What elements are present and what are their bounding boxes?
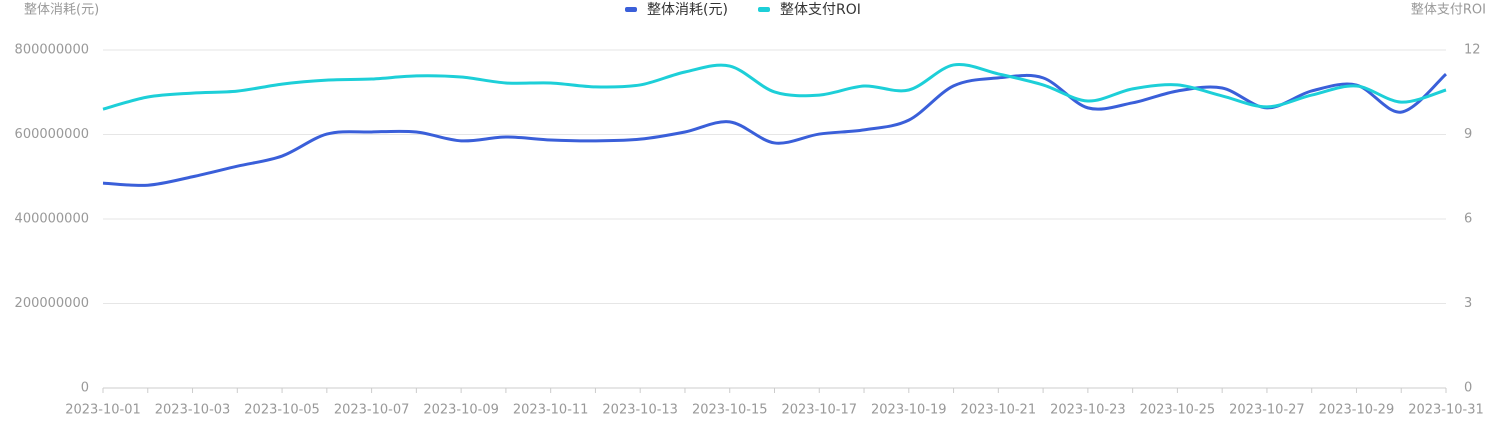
y2-tick-label: 6	[1464, 212, 1472, 227]
y2-tick-label: 0	[1464, 381, 1472, 396]
y2-tick-label: 12	[1464, 43, 1481, 58]
x-tick-label: 2023-10-25	[1140, 403, 1216, 418]
x-tick-label: 2023-10-31	[1408, 403, 1484, 418]
x-tick-label: 2023-10-09	[423, 403, 499, 418]
y2-tick-label: 9	[1464, 127, 1472, 142]
x-tick-label: 2023-10-03	[155, 403, 231, 418]
x-tick-label: 2023-10-27	[1229, 403, 1305, 418]
y2-tick-label: 3	[1464, 296, 1472, 311]
x-tick-label: 2023-10-01	[65, 403, 141, 418]
x-tick-label: 2023-10-07	[334, 403, 410, 418]
x-tick-label: 2023-10-13	[602, 403, 678, 418]
legend-label: 整体支付ROI	[780, 2, 861, 18]
x-tick-label: 2023-10-21	[961, 403, 1037, 418]
y-tick-label: 0	[81, 381, 89, 396]
y-tick-label: 800000000	[15, 43, 89, 58]
y-tick-label: 400000000	[15, 212, 89, 227]
series-line	[102, 72, 1448, 187]
y-axis-title: 整体消耗(元)	[24, 3, 99, 18]
x-tick-label: 2023-10-11	[513, 403, 589, 418]
x-tick-label: 2023-10-23	[1050, 403, 1126, 418]
y2-axis-title: 整体支付ROI	[1411, 3, 1486, 18]
series-line	[102, 62, 1447, 111]
legend-swatch	[758, 7, 770, 12]
legend-label: 整体消耗(元)	[647, 2, 728, 18]
x-tick-label: 2023-10-15	[692, 403, 768, 418]
x-tick-label: 2023-10-17	[781, 403, 857, 418]
x-tick-label: 2023-10-19	[871, 403, 947, 418]
legend-swatch	[625, 7, 637, 12]
x-tick-label: 2023-10-29	[1319, 403, 1395, 418]
x-tick-label: 2023-10-05	[244, 403, 320, 418]
y-tick-label: 600000000	[15, 127, 89, 142]
y-tick-label: 200000000	[15, 296, 89, 311]
